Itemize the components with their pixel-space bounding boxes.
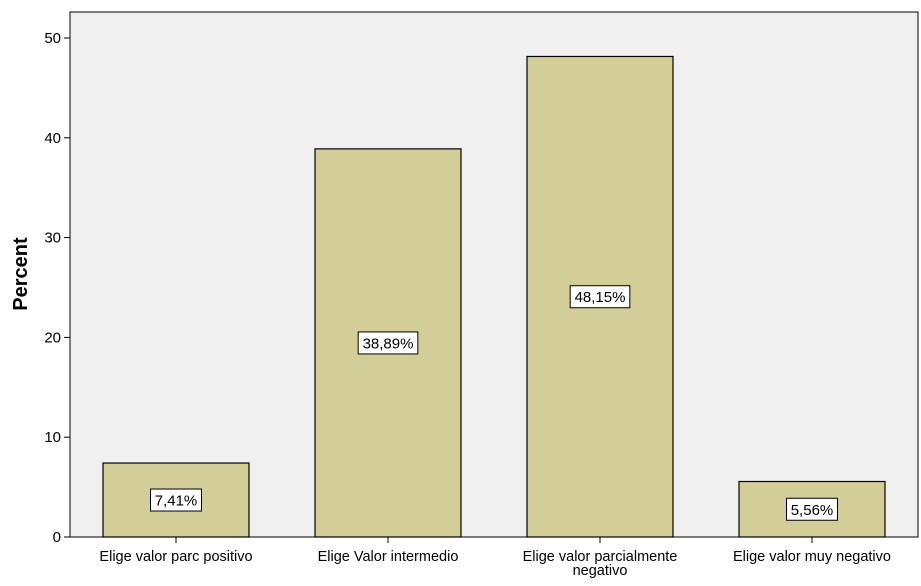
data-labels-layer: 7,41% 38,89% 48,15% 5,56% bbox=[150, 285, 838, 521]
x-tick-label: Elige valor parcialmente bbox=[523, 549, 678, 565]
y-tick-label: 0 bbox=[53, 529, 61, 546]
x-tick-label: Elige valor muy negativo bbox=[733, 549, 891, 565]
y-tick-label: 10 bbox=[44, 429, 61, 446]
y-axis-title: Percent bbox=[10, 237, 32, 311]
plot-area bbox=[69, 11, 919, 538]
y-tick-label: 50 bbox=[44, 30, 61, 47]
x-tick-label: negativo bbox=[573, 563, 628, 579]
y-axis: 0 10 20 30 40 50 bbox=[44, 30, 70, 546]
data-label: 5,56% bbox=[791, 502, 834, 519]
data-label-box bbox=[786, 497, 838, 521]
x-tick-label: Elige valor parc positivo bbox=[99, 549, 252, 565]
data-label-box bbox=[569, 285, 631, 309]
y-tick-label: 20 bbox=[44, 329, 61, 346]
data-label: 7,41% bbox=[155, 493, 198, 510]
data-label: 48,15% bbox=[575, 289, 626, 306]
data-label-box bbox=[150, 488, 202, 512]
y-tick-label: 30 bbox=[44, 230, 61, 247]
data-label: 38,89% bbox=[363, 335, 414, 352]
y-tick-label: 40 bbox=[44, 130, 61, 147]
x-axis: Elige valor parc positivo Elige Valor int… bbox=[99, 537, 891, 579]
x-tick-label: Elige Valor intermedio bbox=[318, 549, 459, 565]
data-label-box bbox=[357, 331, 419, 355]
